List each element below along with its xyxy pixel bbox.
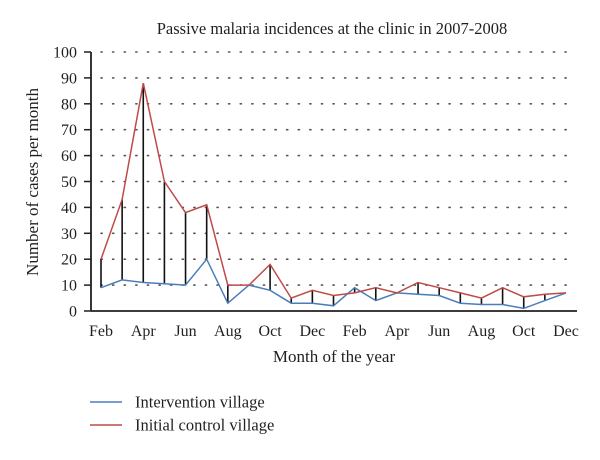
- series-line-control: [100, 82, 567, 300]
- x-tick-label: Aug: [468, 323, 496, 340]
- difference-lines: [100, 83, 546, 309]
- y-tick-label: 80: [61, 96, 77, 113]
- x-tick-label: Dec: [553, 323, 579, 340]
- x-tick-label: Apr: [384, 323, 410, 340]
- series-line-intervention: [100, 257, 567, 310]
- y-axis-title: Number of cases per month: [23, 88, 42, 276]
- y-tick-label: 50: [61, 174, 77, 191]
- x-tick-label: Oct: [512, 323, 536, 340]
- y-tick-label: 60: [61, 148, 77, 165]
- legend-label: Initial control village: [135, 416, 274, 435]
- y-tick-label: 70: [61, 122, 77, 139]
- x-tick-label: Jun: [174, 323, 196, 340]
- x-tick-labels: Feb Apr Jun Aug Oct Dec Feb Apr Jun Aug Oct Dec: [89, 323, 579, 340]
- axes: [84, 51, 577, 312]
- x-tick-label: Feb: [89, 323, 113, 340]
- x-tick-label: Feb: [343, 323, 367, 340]
- x-tick-label: Oct: [259, 323, 283, 340]
- gridlines: [100, 51, 574, 286]
- y-tick-label: 40: [61, 200, 77, 217]
- legend: Intervention village Initial control vill…: [90, 393, 274, 435]
- x-tick-label: Dec: [299, 323, 325, 340]
- y-tick-label: 100: [53, 45, 77, 62]
- series-lines: [100, 82, 567, 310]
- y-tick-label: 30: [61, 226, 77, 243]
- legend-label: Intervention village: [135, 393, 265, 412]
- y-tick-labels: 0 10 20 30 40 50 60 70 80 90 100: [53, 45, 77, 321]
- x-tick-label: Aug: [214, 323, 242, 340]
- y-tick-label: 20: [61, 252, 77, 269]
- x-axis-title: Month of the year: [273, 347, 396, 366]
- chart-title: Passive malaria incidences at the clinic…: [157, 19, 508, 38]
- y-tick-label: 10: [61, 278, 77, 295]
- x-tick-label: Apr: [131, 323, 157, 340]
- y-tick-label: 0: [69, 304, 77, 321]
- x-tick-label: Jun: [428, 323, 450, 340]
- y-tick-label: 90: [61, 70, 77, 87]
